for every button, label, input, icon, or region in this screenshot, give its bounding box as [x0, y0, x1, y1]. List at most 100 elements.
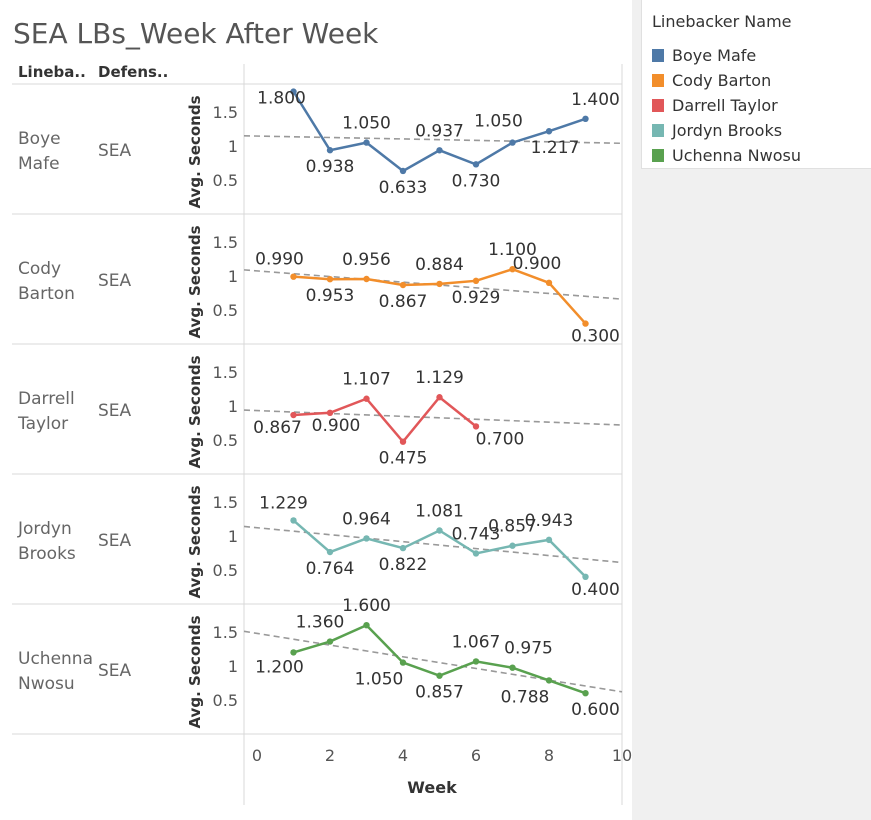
linebacker-name-line: Nwosu	[18, 674, 75, 694]
defense-team-label: SEA	[98, 401, 132, 421]
chart-title: SEA LBs_Week After Week	[13, 17, 379, 50]
data-point	[399, 659, 407, 666]
data-point	[582, 573, 589, 580]
data-label: 0.900	[312, 416, 361, 436]
linebacker-name-line: Mafe	[18, 154, 60, 174]
data-point	[436, 394, 443, 401]
legend-label: Cody Barton	[672, 70, 772, 90]
legend-swatch	[652, 148, 664, 162]
legend-item-uchenna-nwosu[interactable]: Uchenna Nwosu	[652, 145, 801, 165]
data-point	[399, 167, 407, 175]
legend-item-boye-mafe[interactable]: Boye Mafe	[652, 45, 756, 65]
data-point	[290, 517, 297, 524]
data-point	[363, 535, 370, 542]
linebacker-name-label: Darrell Taylor	[17, 389, 75, 434]
data-label: 0.857	[415, 683, 464, 703]
data-label: 0.633	[379, 178, 428, 198]
data-point	[399, 544, 407, 552]
y-tick-label: 1.5	[213, 493, 238, 512]
data-point	[326, 638, 334, 645]
legend-item-jordyn-brooks[interactable]: Jordyn Brooks	[652, 120, 782, 140]
data-point	[545, 536, 553, 544]
data-point	[436, 672, 443, 679]
y-tick-label: 1.5	[213, 363, 238, 382]
data-label: 1.129	[415, 368, 464, 388]
data-label: 0.764	[306, 559, 355, 579]
data-label: 0.900	[513, 254, 562, 274]
y-tick-label: 0.5	[213, 171, 238, 190]
data-label: 0.600	[571, 700, 620, 720]
data-point	[509, 664, 516, 671]
y-axis-title: Avg. Seconds	[186, 95, 204, 208]
data-point	[436, 147, 443, 154]
linebacker-name-label: Boye Mafe	[18, 129, 61, 174]
data-label: 1.800	[257, 89, 306, 109]
data-label: 1.050	[474, 112, 523, 132]
linebacker-name-line: Boye	[18, 129, 61, 149]
data-point	[326, 548, 334, 556]
data-point	[363, 395, 370, 402]
data-label: 1.050	[342, 114, 391, 134]
data-point	[399, 281, 407, 289]
data-label: 1.217	[531, 138, 580, 158]
data-point	[363, 622, 370, 629]
y-axis-title: Avg. Seconds	[186, 615, 204, 728]
data-label: 0.788	[501, 687, 550, 707]
data-point	[326, 409, 334, 416]
data-point	[582, 320, 589, 327]
data-label: 0.975	[504, 639, 553, 659]
data-label: 0.990	[255, 250, 304, 270]
defense-team-label: SEA	[98, 271, 132, 291]
data-label: 1.050	[355, 670, 404, 690]
legend-label: Boye Mafe	[672, 45, 757, 65]
data-label: 1.067	[452, 632, 501, 652]
x-tick-label: 0	[252, 746, 262, 765]
data-point	[472, 277, 480, 285]
data-point	[545, 128, 553, 135]
linebacker-name-line: Brooks	[18, 544, 76, 564]
linebacker-name-label: Jordyn Brooks	[17, 519, 76, 564]
legend-item-cody-barton[interactable]: Cody Barton	[652, 70, 771, 90]
y-tick-label: 1	[228, 137, 238, 156]
x-tick-label: 4	[398, 746, 408, 765]
y-tick-label: 1	[228, 527, 238, 546]
data-point	[582, 690, 589, 697]
column-header-linebacker: Lineba..	[18, 63, 86, 81]
legend-item-darrell-taylor[interactable]: Darrell Taylor	[652, 95, 778, 115]
data-point	[290, 88, 297, 95]
y-tick-label: 1.5	[213, 103, 238, 122]
legend-swatch	[652, 48, 664, 62]
data-label: 0.956	[342, 250, 391, 270]
y-tick-label: 1	[228, 657, 238, 676]
data-point	[472, 161, 480, 168]
data-point	[545, 279, 553, 286]
data-point	[399, 438, 407, 445]
data-label: 0.400	[571, 580, 620, 600]
y-tick-label: 1	[228, 397, 238, 416]
column-header-defense: Defens..	[98, 63, 169, 81]
linebacker-name-line: Barton	[18, 284, 75, 304]
data-label: 0.857	[488, 517, 537, 537]
legend-label: Uchenna Nwosu	[672, 145, 801, 165]
data-label: 0.938	[306, 157, 355, 177]
data-label: 0.300	[571, 327, 620, 347]
y-axis-title: Avg. Seconds	[186, 355, 204, 468]
data-point	[290, 273, 297, 280]
data-label: 0.943	[525, 511, 574, 531]
linebacker-name-line: Darrell	[18, 389, 75, 409]
series-line	[293, 395, 477, 444]
y-tick-label: 0.5	[213, 691, 238, 710]
data-label: 1.400	[571, 90, 620, 110]
legend-swatch	[652, 73, 664, 87]
legend-label: Darrell Taylor	[672, 95, 778, 115]
x-axis-title: Week	[407, 778, 457, 797]
data-point	[472, 423, 480, 430]
data-point	[472, 658, 480, 665]
defense-team-label: SEA	[98, 531, 132, 551]
legend-swatch	[652, 123, 664, 137]
data-point	[326, 275, 334, 283]
data-label: 1.081	[415, 501, 464, 521]
data-point	[363, 275, 370, 283]
data-point	[509, 542, 516, 549]
data-label: 1.200	[255, 657, 304, 677]
